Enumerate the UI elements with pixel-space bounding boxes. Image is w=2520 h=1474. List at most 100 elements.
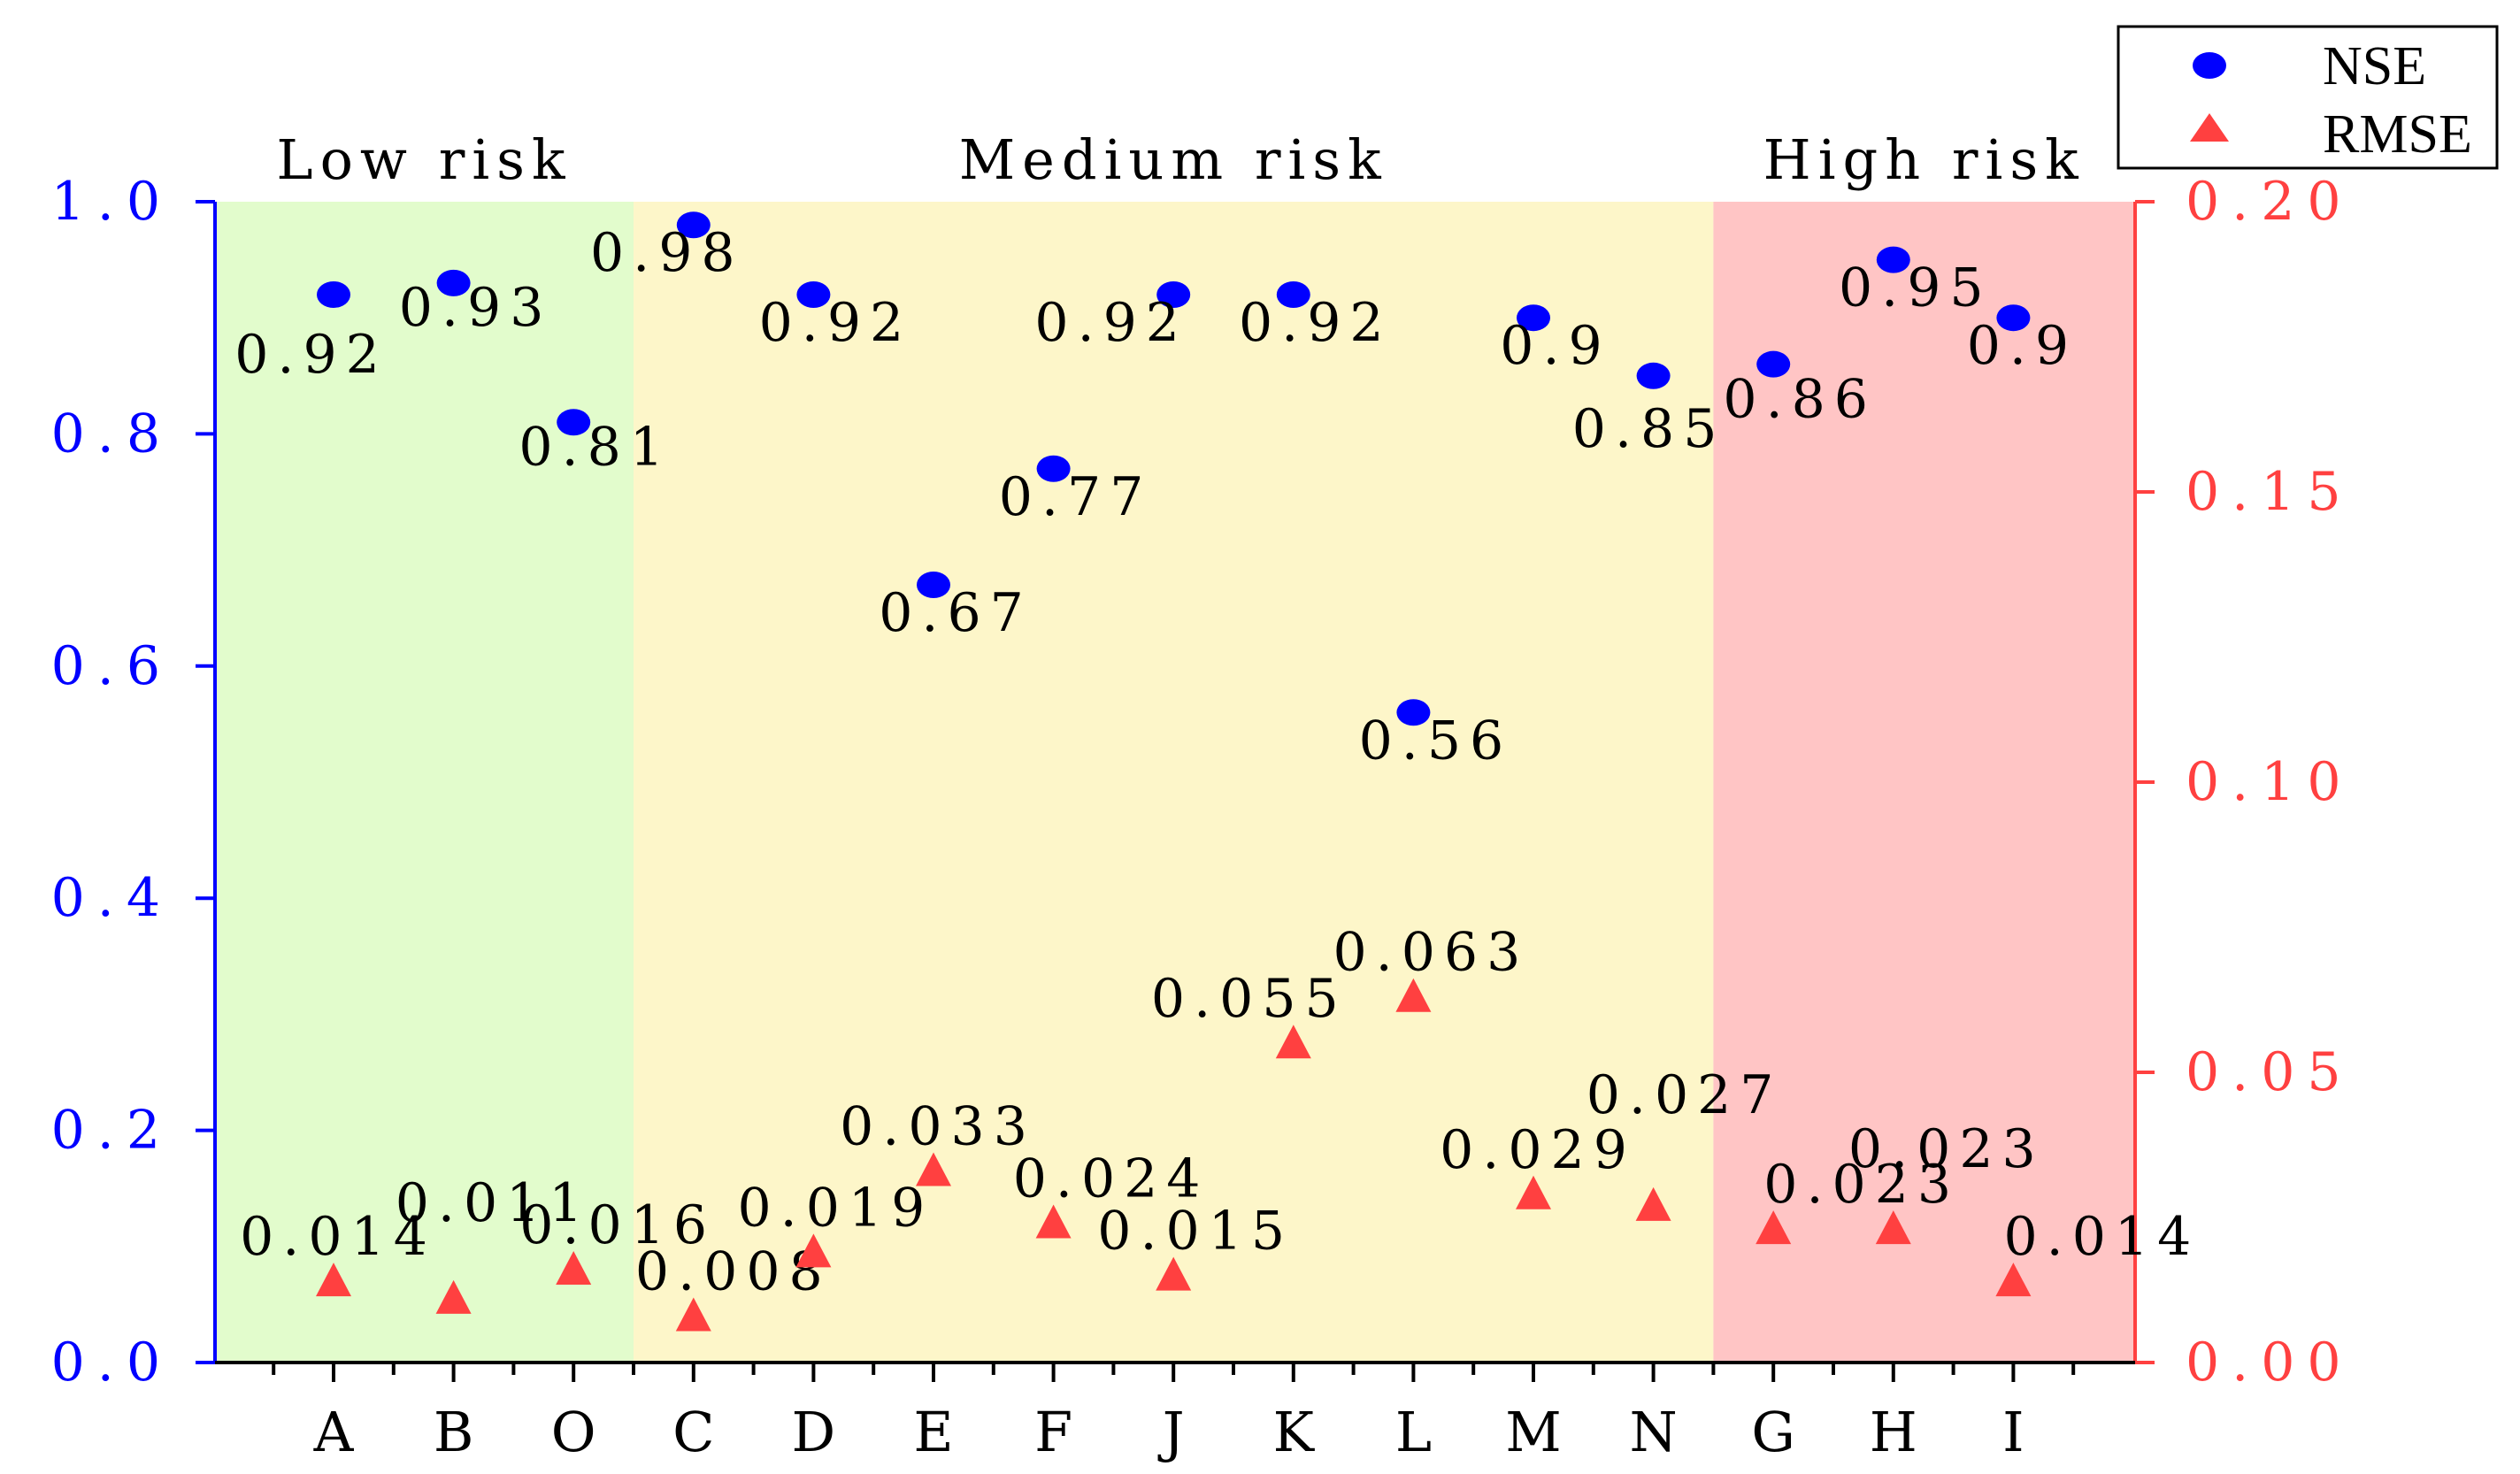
nse-data-label-f: 0.77: [999, 466, 1153, 528]
nse-data-label-n: 0.85: [1572, 398, 1726, 460]
nse-data-label-g: 0.86: [1723, 369, 1877, 431]
x-tick-label-i: I: [2002, 1400, 2024, 1464]
legend-rmse-label: RMSE: [2323, 104, 2472, 165]
nse-series: 0.920.930.810.980.920.670.770.92 0.920.56…: [234, 211, 2078, 772]
x-tick-label-b: B: [434, 1400, 474, 1464]
rmse-series: 0.0140.0110.0160.0080.0190.0330.0240.015…: [240, 922, 2201, 1332]
risk-region-labels: Low risk Medium risk High risk: [276, 127, 2086, 192]
left-y-tick-label: 0.0: [51, 1332, 173, 1393]
x-tick-label-h: H: [1870, 1400, 1917, 1464]
right-y-tick-label: 0.10: [2186, 751, 2354, 813]
rmse-data-label-o: 0.016: [519, 1194, 716, 1256]
rmse-point-d: [795, 1233, 832, 1268]
legend-rmse-marker: [2190, 113, 2229, 142]
nse-data-label-d: 0.92: [759, 292, 913, 354]
rmse-data-label-g: 0.023: [1763, 1154, 1960, 1216]
x-tick-label-a: A: [313, 1400, 355, 1464]
left-y-tick-label: 0.6: [51, 635, 173, 697]
left-y-tick-label: 0.8: [51, 403, 173, 464]
nse-point-a: [317, 280, 350, 308]
right-y-tick-label: 0.00: [2186, 1332, 2354, 1393]
right-y-tick-label: 0.05: [2186, 1041, 2354, 1103]
legend-box: [2117, 25, 2499, 170]
region-label-medium-risk: Medium risk: [959, 127, 1388, 192]
rmse-point-c: [675, 1297, 711, 1332]
region-label-high-risk: High risk: [1763, 127, 2086, 192]
rmse-point-k: [1275, 1025, 1311, 1059]
nse-data-label-i: 0.9: [1967, 315, 2078, 377]
rmse-point-n: [1635, 1186, 1671, 1221]
rmse-data-label-c: 0.008: [635, 1241, 832, 1303]
nse-point-d: [796, 280, 831, 308]
nse-data-label-e: 0.67: [879, 582, 1033, 644]
nse-point-b: [436, 269, 471, 296]
rmse-data-label-b: 0.011: [396, 1172, 592, 1234]
nse-data-label-o: 0.81: [519, 416, 672, 478]
x-tick-label-l: L: [1395, 1400, 1432, 1464]
legend-nse-label: NSE: [2323, 36, 2426, 96]
rmse-data-label-e: 0.033: [840, 1096, 1036, 1158]
rmse-data-label-i: 0.014: [2004, 1206, 2201, 1268]
nse-point-h: [1876, 246, 1910, 273]
nse-point-c: [676, 211, 711, 239]
region-low-risk: [215, 202, 634, 1363]
x-tick-label-n: N: [1629, 1400, 1677, 1464]
rmse-data-label-n: 0.027: [1587, 1064, 1783, 1126]
left-y-tick-label: 0.4: [51, 867, 173, 929]
x-tick-label-o: O: [551, 1400, 596, 1464]
rmse-data-label-d: 0.019: [738, 1177, 934, 1239]
left-y-tick-label: 1.0: [51, 171, 173, 233]
nse-point-m: [1517, 304, 1550, 332]
rmse-point-h: [1875, 1210, 1911, 1245]
rmse-point-j: [1156, 1256, 1192, 1291]
nse-point-l: [1396, 699, 1431, 726]
nse-data-label-c: 0.98: [590, 222, 744, 284]
nse-point-e: [917, 571, 950, 598]
right-y-tick-label: 0.15: [2186, 461, 2354, 523]
rmse-data-label-h: 0.023: [1848, 1118, 2045, 1180]
rmse-data-label-j: 0.015: [1097, 1201, 1294, 1263]
nse-point-o: [557, 409, 591, 436]
nse-data-label-j: 0.92: [1034, 292, 1188, 354]
rmse-data-label-k: 0.055: [1151, 968, 1348, 1030]
nse-point-f: [1036, 455, 1071, 482]
nse-data-label-m: 0.9: [1500, 315, 1610, 377]
rmse-point-a: [316, 1263, 351, 1297]
x-tick-label-k: K: [1273, 1400, 1316, 1464]
x-tick-label-j: J: [1157, 1400, 1185, 1464]
rmse-point-i: [1995, 1263, 2032, 1297]
risk-regions: [215, 202, 2135, 1363]
rmse-point-o: [556, 1251, 592, 1286]
right-y-tick-label: 0.20: [2186, 171, 2354, 233]
rmse-point-l: [1395, 978, 1432, 1012]
nse-data-label-l: 0.56: [1359, 710, 1513, 772]
nse-data-label-h: 0.95: [1839, 257, 1993, 319]
rmse-data-label-l: 0.063: [1333, 922, 1530, 984]
x-tick-label-e: E: [913, 1400, 953, 1464]
rmse-point-b: [435, 1279, 472, 1314]
nse-point-k: [1276, 280, 1310, 308]
legend: NSE RMSE: [2117, 25, 2499, 170]
region-medium-risk: [634, 202, 1714, 1363]
rmse-point-e: [916, 1152, 951, 1186]
axes: 0.0 0.2 0.4 0.6 0.8 1.0 0.00 0.05 0.10 0.15 0.20: [51, 171, 2354, 1393]
nse-data-label-b: 0.93: [399, 277, 553, 339]
rmse-data-label-f: 0.024: [1013, 1148, 1210, 1210]
x-tick-label-d: D: [792, 1400, 836, 1464]
rmse-point-g: [1756, 1210, 1792, 1245]
region-label-low-risk: Low risk: [276, 127, 572, 192]
legend-nse-marker: [2193, 52, 2226, 79]
nse-data-label-a: 0.92: [234, 324, 388, 386]
nse-data-label-k: 0.92: [1239, 292, 1393, 354]
nse-point-i: [1996, 304, 2031, 332]
x-tick-label-c: C: [672, 1400, 714, 1464]
region-high-risk: [1713, 202, 2135, 1363]
nse-point-j: [1156, 280, 1191, 308]
x-tick-label-f: F: [1034, 1400, 1072, 1464]
rmse-point-m: [1516, 1175, 1551, 1209]
rmse-point-f: [1035, 1204, 1072, 1239]
rmse-data-label-m: 0.029: [1440, 1119, 1636, 1181]
nse-point-n: [1636, 362, 1671, 389]
rmse-data-label-a: 0.014: [240, 1206, 436, 1268]
